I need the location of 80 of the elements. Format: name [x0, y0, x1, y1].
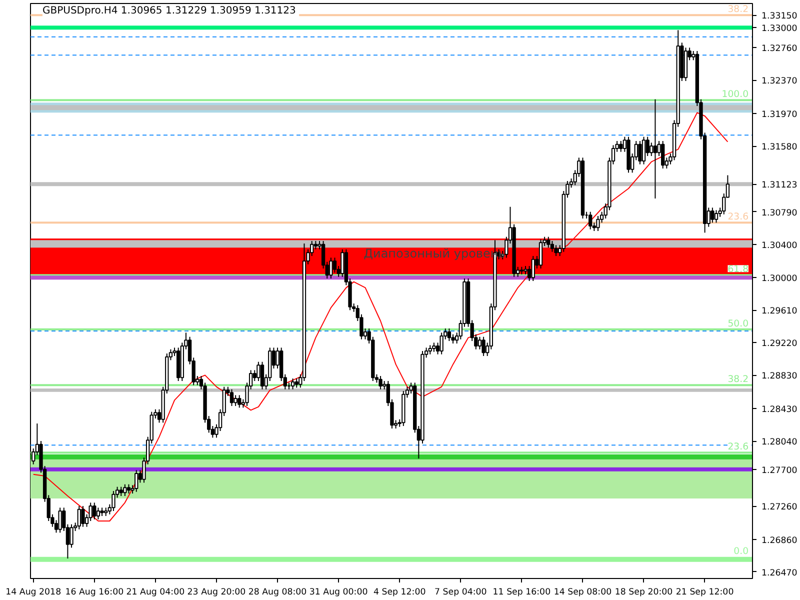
candlestick	[538, 238, 543, 269]
candlestick	[92, 502, 96, 520]
ref-line-label: 1.30000	[762, 274, 798, 284]
candlestick	[440, 332, 444, 355]
candlestick	[77, 506, 81, 530]
candlestick	[650, 142, 654, 156]
x-tick-label: 14 Sep 08:00	[554, 588, 612, 598]
candlestick	[428, 344, 432, 355]
candlestick	[294, 378, 298, 388]
y-tick-label: 1.26860	[762, 536, 798, 546]
candlestick	[332, 257, 337, 274]
y-tick-label: 1.27260	[762, 502, 798, 512]
candlestick	[70, 524, 74, 548]
x-tick-label: 11 Sep 16:00	[492, 588, 551, 598]
y-tick-label: 1.32370	[762, 76, 798, 87]
annotation: 50.0	[728, 318, 749, 330]
candlestick	[550, 240, 554, 252]
candlestick	[238, 394, 242, 408]
annotation: 0.0	[734, 546, 749, 557]
x-tick-label: 7 Sep 04:00	[434, 588, 487, 598]
candlestick	[546, 236, 550, 248]
annotation: 38.2	[728, 374, 749, 386]
candlestick	[126, 484, 131, 494]
y-tick-label: 1.32760	[762, 44, 798, 54]
ref-line-label: 1.31123	[762, 180, 798, 191]
ref-line-label: 1.33000	[762, 24, 798, 34]
candlestick	[661, 140, 665, 169]
candlestick	[378, 376, 382, 390]
candlestick	[714, 210, 718, 224]
y-tick-label: 1.28430	[762, 405, 798, 415]
y-tick-label: 1.26470	[762, 568, 798, 578]
ref-line-label: 1.27700	[762, 466, 798, 476]
annotation: 38.2	[728, 4, 749, 16]
x-tick-label: 21 Aug 04:00	[126, 588, 185, 598]
annotation: 23.6	[728, 442, 749, 453]
candlestick	[638, 140, 642, 165]
candlestick	[230, 388, 234, 406]
candlestick	[478, 336, 482, 350]
candlestick	[290, 378, 295, 390]
candlestick	[234, 394, 238, 406]
candlestick	[81, 506, 85, 528]
annotation: 100.0	[722, 89, 749, 100]
y-tick-label: 1.30400	[762, 240, 798, 251]
y-tick-label: 1.28830	[762, 372, 798, 382]
candlestick	[447, 328, 452, 342]
annotation: 23.6	[728, 212, 749, 223]
candlestick	[96, 507, 100, 520]
candlestick	[134, 470, 138, 492]
x-tick-label: 23 Aug 20:00	[187, 588, 246, 598]
y-tick-label: 1.30790	[762, 208, 798, 218]
candlestick	[596, 216, 600, 232]
x-tick-label: 28 Aug 08:00	[248, 588, 307, 598]
y-tick-label: 1.28040	[762, 438, 798, 448]
candlestick	[112, 490, 116, 512]
candlestick	[119, 486, 123, 496]
y-tick-label: 1.29220	[762, 339, 798, 350]
candlestick	[432, 342, 436, 352]
y-tick-label: 1.29610	[762, 306, 798, 317]
candlestick	[58, 507, 62, 534]
candlestick	[642, 136, 646, 165]
x-tick-label: 16 Aug 16:00	[65, 588, 124, 598]
x-tick-label: 31 Aug 00:00	[309, 588, 368, 598]
y-tick-label: 1.33150	[762, 12, 798, 22]
chart-title: GBPUSDpro.H4 1.30965 1.31229 1.30959 1.31123	[42, 6, 296, 16]
x-tick-label: 4 Sep 12:00	[373, 588, 426, 598]
candlestick	[588, 211, 592, 230]
candlestick	[260, 361, 264, 390]
candlestick	[710, 207, 714, 224]
candlestick	[619, 140, 623, 152]
candlestick	[123, 484, 127, 496]
y-tick-label: 1.31970	[762, 110, 798, 120]
candlestick	[531, 256, 535, 282]
candlestick	[653, 98, 658, 199]
candlestick	[482, 336, 486, 356]
candlestick	[554, 244, 558, 256]
x-tick-label: 14 Aug 2018	[6, 588, 62, 598]
x-tick-label: 18 Sep 20:00	[614, 588, 673, 598]
candlestick	[329, 257, 333, 279]
x-tick-label: 21 Sep 12:00	[676, 588, 734, 598]
y-tick-label: 1.31580	[762, 142, 798, 152]
